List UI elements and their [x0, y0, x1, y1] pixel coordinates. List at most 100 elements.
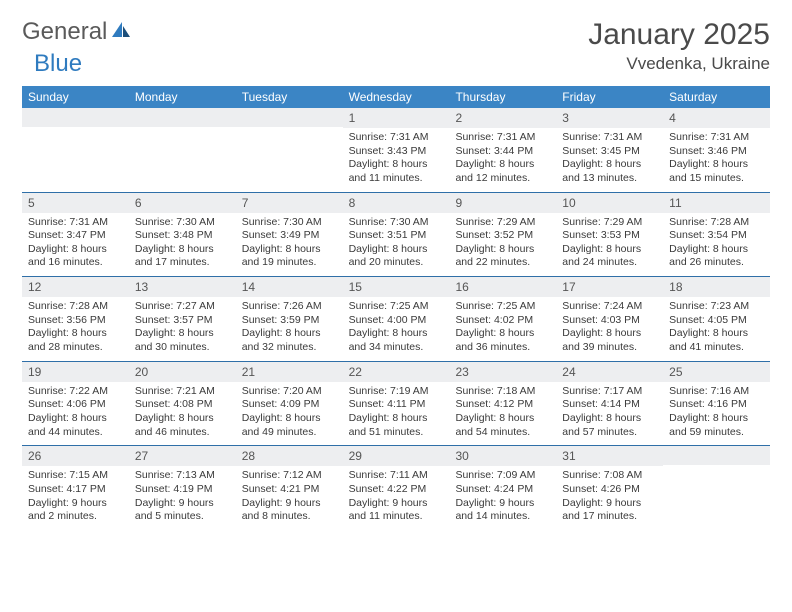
day-header-fri: Friday: [556, 86, 663, 108]
sunrise-text: Sunrise: 7:30 AM: [135, 216, 230, 230]
day-number: 6: [129, 193, 236, 213]
daylight-text: Daylight: 8 hours and 59 minutes.: [669, 412, 764, 439]
daylight-text: Daylight: 8 hours and 39 minutes.: [562, 327, 657, 354]
day-cell: 4Sunrise: 7:31 AMSunset: 3:46 PMDaylight…: [663, 108, 770, 192]
day-number: 3: [556, 108, 663, 128]
day-cell: 13Sunrise: 7:27 AMSunset: 3:57 PMDayligh…: [129, 277, 236, 361]
day-info: Sunrise: 7:08 AMSunset: 4:26 PMDaylight:…: [556, 466, 663, 530]
day-info: Sunrise: 7:20 AMSunset: 4:09 PMDaylight:…: [236, 382, 343, 446]
sunrise-text: Sunrise: 7:25 AM: [349, 300, 444, 314]
day-info: Sunrise: 7:23 AMSunset: 4:05 PMDaylight:…: [663, 297, 770, 361]
sunrise-text: Sunrise: 7:27 AM: [135, 300, 230, 314]
day-cell: 30Sunrise: 7:09 AMSunset: 4:24 PMDayligh…: [449, 446, 556, 530]
day-number: [236, 108, 343, 127]
day-number: 14: [236, 277, 343, 297]
sunrise-text: Sunrise: 7:18 AM: [455, 385, 550, 399]
week-row: 26Sunrise: 7:15 AMSunset: 4:17 PMDayligh…: [22, 446, 770, 530]
sunrise-text: Sunrise: 7:12 AM: [242, 469, 337, 483]
sunrise-text: Sunrise: 7:31 AM: [349, 131, 444, 145]
day-number: 18: [663, 277, 770, 297]
sunset-text: Sunset: 4:22 PM: [349, 483, 444, 497]
day-cell: 2Sunrise: 7:31 AMSunset: 3:44 PMDaylight…: [449, 108, 556, 192]
week-row: 1Sunrise: 7:31 AMSunset: 3:43 PMDaylight…: [22, 108, 770, 193]
sunrise-text: Sunrise: 7:31 AM: [455, 131, 550, 145]
day-info: Sunrise: 7:28 AMSunset: 3:56 PMDaylight:…: [22, 297, 129, 361]
daylight-text: Daylight: 8 hours and 13 minutes.: [562, 158, 657, 185]
day-number: 7: [236, 193, 343, 213]
sunset-text: Sunset: 3:47 PM: [28, 229, 123, 243]
sunrise-text: Sunrise: 7:08 AM: [562, 469, 657, 483]
day-info: Sunrise: 7:15 AMSunset: 4:17 PMDaylight:…: [22, 466, 129, 530]
day-number: 20: [129, 362, 236, 382]
daylight-text: Daylight: 9 hours and 17 minutes.: [562, 497, 657, 524]
day-cell: 16Sunrise: 7:25 AMSunset: 4:02 PMDayligh…: [449, 277, 556, 361]
day-number: 17: [556, 277, 663, 297]
week-row: 19Sunrise: 7:22 AMSunset: 4:06 PMDayligh…: [22, 362, 770, 447]
day-info: Sunrise: 7:18 AMSunset: 4:12 PMDaylight:…: [449, 382, 556, 446]
day-number: 4: [663, 108, 770, 128]
day-cell: 11Sunrise: 7:28 AMSunset: 3:54 PMDayligh…: [663, 193, 770, 277]
daylight-text: Daylight: 8 hours and 24 minutes.: [562, 243, 657, 270]
sunset-text: Sunset: 4:00 PM: [349, 314, 444, 328]
sunset-text: Sunset: 3:52 PM: [455, 229, 550, 243]
sunset-text: Sunset: 4:12 PM: [455, 398, 550, 412]
sunrise-text: Sunrise: 7:23 AM: [669, 300, 764, 314]
day-info: Sunrise: 7:29 AMSunset: 3:52 PMDaylight:…: [449, 213, 556, 277]
day-info: Sunrise: 7:25 AMSunset: 4:02 PMDaylight:…: [449, 297, 556, 361]
daylight-text: Daylight: 8 hours and 49 minutes.: [242, 412, 337, 439]
day-cell: [22, 108, 129, 192]
day-info: Sunrise: 7:25 AMSunset: 4:00 PMDaylight:…: [343, 297, 450, 361]
sunrise-text: Sunrise: 7:17 AM: [562, 385, 657, 399]
day-info: Sunrise: 7:31 AMSunset: 3:44 PMDaylight:…: [449, 128, 556, 192]
day-number: [22, 108, 129, 127]
day-cell: 5Sunrise: 7:31 AMSunset: 3:47 PMDaylight…: [22, 193, 129, 277]
day-cell: 19Sunrise: 7:22 AMSunset: 4:06 PMDayligh…: [22, 362, 129, 446]
day-cell: 8Sunrise: 7:30 AMSunset: 3:51 PMDaylight…: [343, 193, 450, 277]
daylight-text: Daylight: 9 hours and 11 minutes.: [349, 497, 444, 524]
day-info: Sunrise: 7:26 AMSunset: 3:59 PMDaylight:…: [236, 297, 343, 361]
sunset-text: Sunset: 3:45 PM: [562, 145, 657, 159]
sunset-text: Sunset: 4:26 PM: [562, 483, 657, 497]
daylight-text: Daylight: 8 hours and 57 minutes.: [562, 412, 657, 439]
calendar: Sunday Monday Tuesday Wednesday Thursday…: [22, 86, 770, 530]
day-cell: 21Sunrise: 7:20 AMSunset: 4:09 PMDayligh…: [236, 362, 343, 446]
sunset-text: Sunset: 4:11 PM: [349, 398, 444, 412]
day-number: 25: [663, 362, 770, 382]
day-info: Sunrise: 7:16 AMSunset: 4:16 PMDaylight:…: [663, 382, 770, 446]
sunset-text: Sunset: 4:06 PM: [28, 398, 123, 412]
daylight-text: Daylight: 8 hours and 46 minutes.: [135, 412, 230, 439]
daylight-text: Daylight: 8 hours and 30 minutes.: [135, 327, 230, 354]
day-number: 21: [236, 362, 343, 382]
header: General January 2025 Vvedenka, Ukraine: [22, 18, 770, 74]
sunrise-text: Sunrise: 7:15 AM: [28, 469, 123, 483]
daylight-text: Daylight: 8 hours and 54 minutes.: [455, 412, 550, 439]
day-cell: 25Sunrise: 7:16 AMSunset: 4:16 PMDayligh…: [663, 362, 770, 446]
sunrise-text: Sunrise: 7:30 AM: [349, 216, 444, 230]
day-number: 5: [22, 193, 129, 213]
week-row: 12Sunrise: 7:28 AMSunset: 3:56 PMDayligh…: [22, 277, 770, 362]
day-number: 15: [343, 277, 450, 297]
day-cell: 7Sunrise: 7:30 AMSunset: 3:49 PMDaylight…: [236, 193, 343, 277]
sunrise-text: Sunrise: 7:09 AM: [455, 469, 550, 483]
day-number: 24: [556, 362, 663, 382]
day-header-sat: Saturday: [663, 86, 770, 108]
sail-icon: [111, 18, 131, 46]
sunrise-text: Sunrise: 7:21 AM: [135, 385, 230, 399]
day-number: 1: [343, 108, 450, 128]
day-cell: 20Sunrise: 7:21 AMSunset: 4:08 PMDayligh…: [129, 362, 236, 446]
sunrise-text: Sunrise: 7:25 AM: [455, 300, 550, 314]
day-number: 22: [343, 362, 450, 382]
day-cell: [236, 108, 343, 192]
logo-text-general: General: [22, 18, 107, 46]
sunrise-text: Sunrise: 7:16 AM: [669, 385, 764, 399]
sunset-text: Sunset: 4:05 PM: [669, 314, 764, 328]
sunset-text: Sunset: 4:14 PM: [562, 398, 657, 412]
day-cell: 29Sunrise: 7:11 AMSunset: 4:22 PMDayligh…: [343, 446, 450, 530]
day-info: Sunrise: 7:30 AMSunset: 3:48 PMDaylight:…: [129, 213, 236, 277]
location: Vvedenka, Ukraine: [588, 54, 770, 74]
sunrise-text: Sunrise: 7:29 AM: [455, 216, 550, 230]
sunset-text: Sunset: 3:49 PM: [242, 229, 337, 243]
sunset-text: Sunset: 4:09 PM: [242, 398, 337, 412]
day-info: Sunrise: 7:22 AMSunset: 4:06 PMDaylight:…: [22, 382, 129, 446]
day-info: Sunrise: 7:12 AMSunset: 4:21 PMDaylight:…: [236, 466, 343, 530]
